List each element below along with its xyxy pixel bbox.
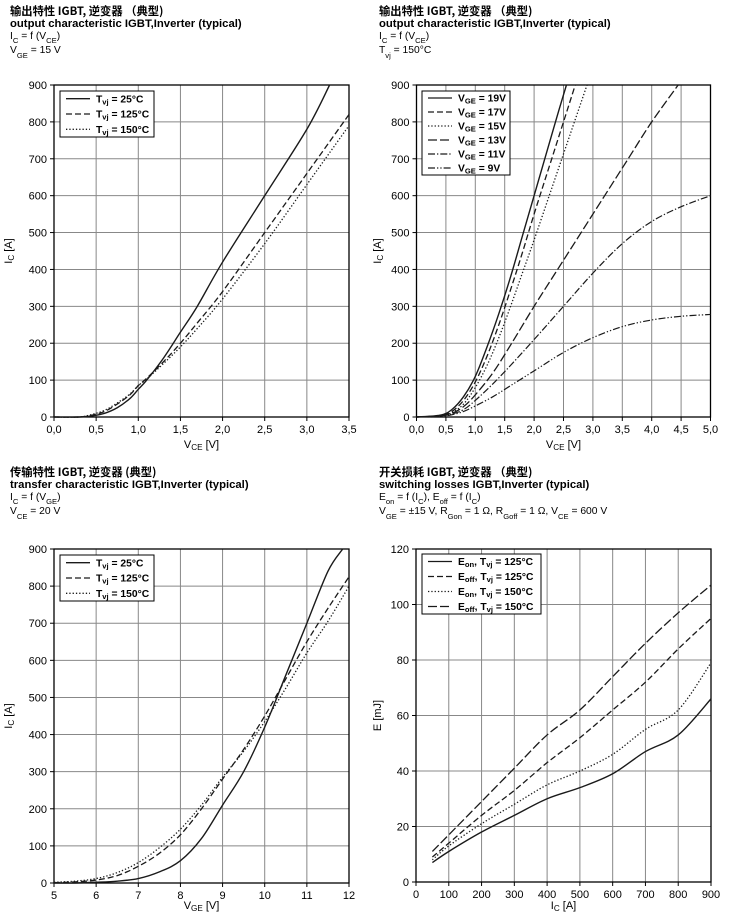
svg-text:Eon, Tvj = 150°C: Eon, Tvj = 150°C [458, 587, 534, 599]
svg-text:300: 300 [29, 767, 47, 779]
svg-text:VGE = 9V: VGE = 9V [458, 164, 500, 176]
svg-text:400: 400 [391, 264, 409, 276]
svg-text:VGE = 11V: VGE = 11V [458, 150, 505, 162]
svg-text:0: 0 [403, 877, 409, 889]
svg-text:8: 8 [177, 890, 183, 902]
svg-text:800: 800 [391, 117, 409, 129]
svg-text:700: 700 [636, 889, 654, 901]
svg-text:100: 100 [391, 600, 409, 612]
svg-text:1,5: 1,5 [173, 424, 188, 436]
svg-text:100: 100 [440, 889, 458, 901]
svg-text:800: 800 [29, 117, 47, 129]
svg-text:60: 60 [397, 711, 409, 723]
svg-text:Eoff, Tvj = 150°C: Eoff, Tvj = 150°C [458, 602, 534, 614]
svg-text:Tvj = 25°C: Tvj = 25°C [96, 94, 144, 106]
svg-text:600: 600 [391, 191, 409, 203]
svg-text:VGE = 13V: VGE = 13V [458, 136, 506, 148]
svg-text:400: 400 [29, 264, 47, 276]
svg-text:900: 900 [29, 544, 47, 556]
svg-text:Eon, Tvj = 125°C: Eon, Tvj = 125°C [458, 557, 534, 569]
svg-text:200: 200 [472, 889, 490, 901]
svg-text:3,0: 3,0 [299, 424, 314, 436]
svg-text:VCE [V]: VCE [V] [184, 439, 219, 452]
svg-text:900: 900 [29, 80, 47, 92]
svg-text:700: 700 [29, 154, 47, 166]
svg-text:2,0: 2,0 [526, 424, 541, 436]
svg-text:9: 9 [220, 890, 226, 902]
svg-text:80: 80 [397, 655, 409, 667]
svg-text:Tvj = 150°C: Tvj = 150°C [96, 589, 150, 601]
svg-text:4,5: 4,5 [673, 424, 688, 436]
svg-text:Tvj = 125°C: Tvj = 125°C [96, 574, 150, 586]
svg-text:5: 5 [51, 890, 57, 902]
svg-text:4,0: 4,0 [644, 424, 659, 436]
svg-text:120: 120 [391, 544, 409, 556]
svg-text:0: 0 [403, 412, 409, 424]
svg-text:0,0: 0,0 [409, 424, 424, 436]
svg-text:3,0: 3,0 [585, 424, 600, 436]
svg-text:20: 20 [397, 822, 409, 834]
svg-text:3,5: 3,5 [615, 424, 630, 436]
svg-text:2,5: 2,5 [257, 424, 272, 436]
svg-text:200: 200 [391, 338, 409, 350]
svg-text:700: 700 [391, 154, 409, 166]
svg-text:300: 300 [505, 889, 523, 901]
svg-text:0,5: 0,5 [438, 424, 453, 436]
svg-text:VGE = 19V: VGE = 19V [458, 94, 506, 106]
svg-text:VGE = 17V: VGE = 17V [458, 108, 506, 120]
svg-text:11: 11 [301, 890, 312, 902]
svg-text:700: 700 [29, 618, 47, 630]
svg-text:400: 400 [29, 730, 47, 742]
svg-text:Tvj = 150°C: Tvj = 150°C [96, 125, 150, 137]
svg-text:500: 500 [391, 228, 409, 240]
svg-text:1,0: 1,0 [468, 424, 483, 436]
svg-text:500: 500 [29, 228, 47, 240]
svg-text:IC [A]: IC [A] [551, 900, 576, 913]
svg-text:100: 100 [391, 375, 409, 387]
svg-text:100: 100 [29, 375, 47, 387]
svg-text:40: 40 [397, 766, 409, 778]
svg-text:500: 500 [29, 692, 47, 704]
svg-text:0,5: 0,5 [88, 424, 103, 436]
svg-text:Tvj = 125°C: Tvj = 125°C [96, 110, 150, 122]
svg-text:900: 900 [702, 889, 720, 901]
svg-text:Tvj = 25°C: Tvj = 25°C [96, 558, 144, 570]
svg-text:1,0: 1,0 [131, 424, 146, 436]
svg-text:VGE = 15V: VGE = 15V [458, 122, 506, 134]
svg-text:300: 300 [391, 301, 409, 313]
svg-text:IC [A]: IC [A] [3, 238, 16, 263]
svg-text:3,5: 3,5 [341, 424, 356, 436]
svg-text:6: 6 [93, 890, 99, 902]
svg-text:2,0: 2,0 [215, 424, 230, 436]
svg-text:5,0: 5,0 [703, 424, 718, 436]
svg-text:600: 600 [29, 191, 47, 203]
svg-text:IC [A]: IC [A] [3, 703, 16, 728]
svg-text:600: 600 [29, 655, 47, 667]
svg-text:300: 300 [29, 301, 47, 313]
svg-text:0,0: 0,0 [46, 424, 61, 436]
svg-text:0: 0 [41, 412, 47, 424]
svg-text:2,5: 2,5 [556, 424, 571, 436]
svg-text:IC [A]: IC [A] [372, 238, 385, 263]
svg-text:VGE [V]: VGE [V] [184, 900, 220, 913]
svg-text:800: 800 [29, 581, 47, 593]
svg-text:0: 0 [413, 889, 419, 901]
svg-text:200: 200 [29, 338, 47, 350]
svg-text:10: 10 [259, 890, 271, 902]
svg-text:800: 800 [669, 889, 687, 901]
svg-text:600: 600 [603, 889, 621, 901]
svg-text:900: 900 [391, 80, 409, 92]
svg-text:1,5: 1,5 [497, 424, 512, 436]
svg-text:0: 0 [41, 878, 47, 890]
svg-text:E [mJ]: E [mJ] [372, 700, 384, 731]
svg-text:200: 200 [29, 804, 47, 816]
svg-text:Eoff, Tvj = 125°C: Eoff, Tvj = 125°C [458, 572, 534, 584]
svg-text:100: 100 [29, 841, 47, 853]
svg-text:12: 12 [343, 890, 355, 902]
svg-text:VCE [V]: VCE [V] [546, 439, 581, 452]
svg-text:7: 7 [135, 890, 141, 902]
